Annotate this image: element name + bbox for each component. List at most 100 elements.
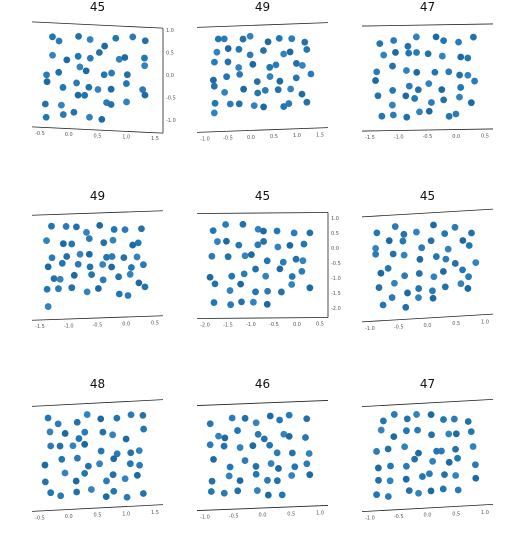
dot xyxy=(208,252,216,260)
dot xyxy=(210,455,217,463)
dot xyxy=(430,221,437,229)
dot xyxy=(108,69,115,77)
dot xyxy=(305,450,313,457)
dot xyxy=(62,223,70,230)
dot xyxy=(455,38,462,46)
dot xyxy=(222,221,230,228)
x-tick-label: -1.0 xyxy=(246,322,256,328)
dot xyxy=(471,77,478,85)
dot xyxy=(472,474,480,482)
dot xyxy=(404,289,411,297)
x-tick-label: 0.0 xyxy=(259,513,267,519)
dot xyxy=(41,461,49,469)
dot xyxy=(298,90,306,98)
dot xyxy=(372,77,379,84)
dot xyxy=(253,78,261,86)
dot xyxy=(425,80,433,88)
dot xyxy=(95,49,103,56)
dot xyxy=(121,54,129,61)
dot xyxy=(438,447,445,455)
dot xyxy=(306,229,314,237)
dot xyxy=(94,285,102,292)
dot xyxy=(445,68,453,76)
dot xyxy=(110,226,118,233)
dot xyxy=(223,237,230,245)
dot xyxy=(428,99,435,106)
dot xyxy=(414,426,421,434)
dot xyxy=(127,411,135,419)
scatter-panel: -1.0 -0.5 0.0 0.5 1.0 xyxy=(361,399,494,522)
dot xyxy=(438,86,446,93)
y-tick-label: -0.5 xyxy=(331,261,341,267)
dot xyxy=(273,449,281,457)
dot xyxy=(288,35,296,43)
dot xyxy=(452,110,460,118)
dot xyxy=(235,64,243,71)
dot xyxy=(307,70,315,78)
dot xyxy=(285,411,293,419)
dot xyxy=(405,49,413,57)
y-tick-label: 1.0 xyxy=(166,28,174,34)
dot xyxy=(63,253,71,260)
dot xyxy=(459,266,466,274)
dot xyxy=(115,273,122,281)
dot xyxy=(55,37,63,45)
axis-top xyxy=(196,22,329,28)
dot xyxy=(136,461,143,469)
dot xyxy=(250,102,258,110)
dot xyxy=(43,78,51,86)
dot xyxy=(43,71,50,79)
axis-bottom xyxy=(361,313,494,323)
dot xyxy=(112,34,120,42)
dot xyxy=(418,244,426,252)
dot xyxy=(214,35,222,43)
dot xyxy=(427,487,435,495)
dot xyxy=(261,86,269,94)
dot xyxy=(403,113,411,121)
dot xyxy=(275,34,283,42)
dot xyxy=(228,414,236,422)
panel-title: 46 xyxy=(255,377,270,391)
dot xyxy=(373,229,381,237)
dot xyxy=(86,263,94,271)
dot xyxy=(389,62,396,70)
dot xyxy=(252,463,260,470)
dot xyxy=(377,269,385,277)
dot xyxy=(276,77,284,85)
dot xyxy=(96,221,104,229)
dot xyxy=(120,254,128,261)
dot xyxy=(263,300,271,308)
dot xyxy=(43,237,50,245)
dot xyxy=(262,272,270,280)
dot xyxy=(94,86,102,93)
dot xyxy=(68,240,76,248)
dot xyxy=(292,74,300,82)
dot xyxy=(302,434,309,441)
dot xyxy=(141,283,149,291)
x-tick-label: 0.0 xyxy=(293,322,301,328)
x-tick-label: 0.5 xyxy=(151,321,159,327)
dot xyxy=(42,113,50,121)
dot xyxy=(286,48,294,56)
dot xyxy=(103,477,110,485)
dot xyxy=(226,100,234,108)
dot xyxy=(416,108,423,116)
dot xyxy=(220,442,228,450)
x-tick-label: -0.5 xyxy=(229,514,239,520)
dot xyxy=(392,49,399,56)
axis-top xyxy=(196,212,329,214)
dot xyxy=(288,472,296,479)
dot xyxy=(438,52,446,60)
dot xyxy=(385,237,393,245)
dot xyxy=(223,73,231,81)
axis-top xyxy=(31,21,164,29)
dot xyxy=(208,477,216,485)
dot xyxy=(126,460,134,468)
dot xyxy=(246,32,254,40)
x-tick-label: -1.0 xyxy=(200,136,210,142)
dot xyxy=(127,264,135,271)
dot xyxy=(215,432,222,440)
dot xyxy=(74,260,82,268)
